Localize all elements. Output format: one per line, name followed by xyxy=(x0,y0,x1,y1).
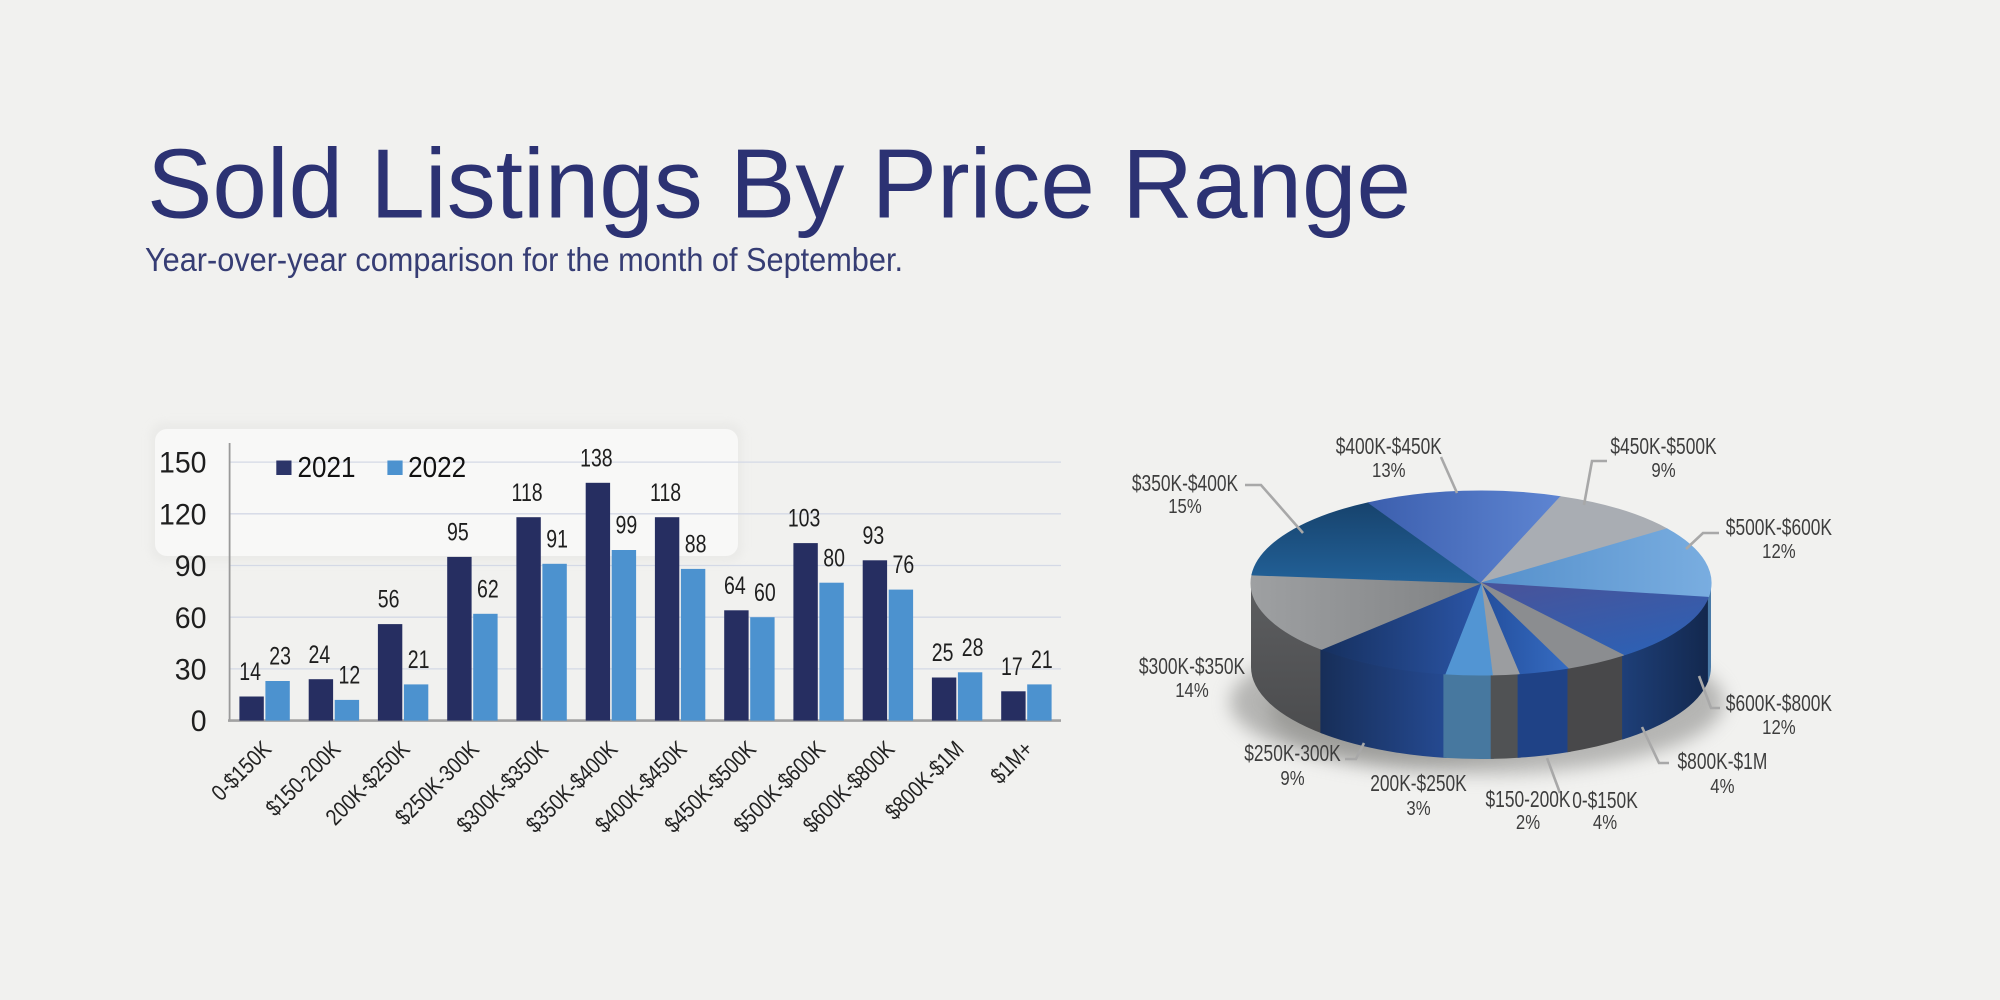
svg-text:93: 93 xyxy=(863,522,885,550)
svg-text:99: 99 xyxy=(616,512,638,540)
svg-text:9%: 9% xyxy=(1280,768,1304,790)
svg-text:60: 60 xyxy=(175,602,207,635)
svg-text:$250K-300K: $250K-300K xyxy=(1244,740,1341,766)
svg-text:30: 30 xyxy=(175,654,207,687)
svg-text:64: 64 xyxy=(724,572,746,600)
svg-text:$600K-$800K: $600K-$800K xyxy=(1726,690,1833,716)
svg-text:9%: 9% xyxy=(1651,460,1675,482)
svg-text:Year-over-year comparison for: Year-over-year comparison for the month … xyxy=(145,241,903,278)
svg-text:$350K-$400K: $350K-$400K xyxy=(1132,470,1239,496)
svg-text:13%: 13% xyxy=(1372,460,1406,482)
svg-text:24: 24 xyxy=(309,641,331,669)
svg-text:2022: 2022 xyxy=(408,452,466,484)
svg-text:88: 88 xyxy=(685,531,707,559)
svg-text:120: 120 xyxy=(159,498,207,531)
svg-text:$450K-$500K: $450K-$500K xyxy=(1610,433,1717,459)
svg-text:90: 90 xyxy=(175,550,207,583)
svg-text:91: 91 xyxy=(546,525,568,553)
svg-text:118: 118 xyxy=(512,479,543,507)
svg-text:76: 76 xyxy=(893,551,915,579)
svg-text:4%: 4% xyxy=(1710,776,1734,798)
svg-text:12%: 12% xyxy=(1762,541,1796,563)
svg-text:0: 0 xyxy=(191,705,207,738)
svg-text:$800K-$1M: $800K-$1M xyxy=(1678,748,1768,774)
svg-text:2%: 2% xyxy=(1516,812,1540,834)
svg-text:60: 60 xyxy=(754,579,776,607)
svg-text:21: 21 xyxy=(1031,646,1053,674)
svg-text:28: 28 xyxy=(962,634,984,662)
svg-text:118: 118 xyxy=(650,479,681,507)
svg-text:150: 150 xyxy=(159,447,207,480)
svg-text:4%: 4% xyxy=(1593,812,1617,834)
svg-text:3%: 3% xyxy=(1406,798,1430,820)
svg-text:0-$150K: 0-$150K xyxy=(1572,787,1638,813)
svg-text:17: 17 xyxy=(1001,653,1023,681)
svg-text:62: 62 xyxy=(477,575,499,603)
svg-text:Sold Listings By Price Range: Sold Listings By Price Range xyxy=(147,129,1411,239)
svg-text:$400K-$450K: $400K-$450K xyxy=(1336,433,1443,459)
svg-text:15%: 15% xyxy=(1168,496,1202,518)
svg-text:$150-200K: $150-200K xyxy=(1486,786,1571,812)
svg-text:23: 23 xyxy=(269,643,291,671)
svg-text:95: 95 xyxy=(447,519,469,547)
svg-text:14%: 14% xyxy=(1175,680,1209,702)
svg-text:103: 103 xyxy=(788,505,821,533)
svg-text:14: 14 xyxy=(239,658,261,686)
svg-text:12: 12 xyxy=(339,662,361,690)
svg-text:80: 80 xyxy=(823,544,845,572)
svg-text:21: 21 xyxy=(408,646,430,674)
svg-text:138: 138 xyxy=(580,444,613,472)
svg-text:12%: 12% xyxy=(1762,717,1796,739)
svg-text:56: 56 xyxy=(378,586,400,614)
svg-text:$300K-$350K: $300K-$350K xyxy=(1139,653,1246,679)
svg-text:$500K-$600K: $500K-$600K xyxy=(1726,514,1833,540)
svg-text:25: 25 xyxy=(932,639,954,667)
svg-text:2021: 2021 xyxy=(298,452,356,484)
svg-text:200K-$250K: 200K-$250K xyxy=(1370,770,1467,796)
